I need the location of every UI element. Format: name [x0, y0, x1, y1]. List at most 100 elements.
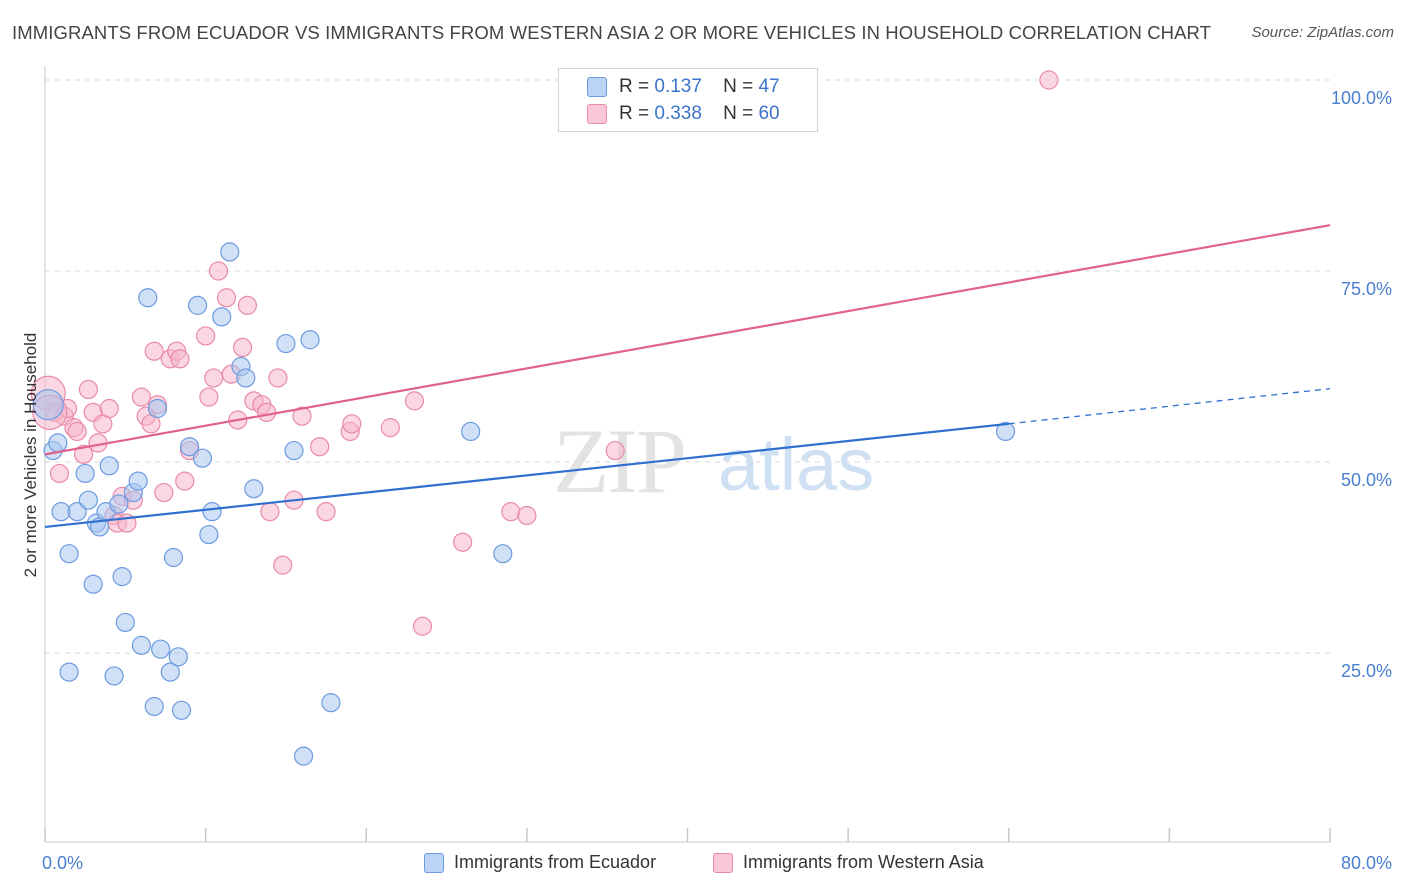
point-western-asia	[605, 440, 625, 461]
point-western-asia	[131, 387, 151, 407]
point-ecuador	[112, 566, 132, 587]
bottom-legend-western-asia: Immigrants from Western Asia	[713, 852, 984, 873]
trendline-ecuador	[44, 422, 1009, 529]
point-ecuador	[59, 544, 79, 564]
point-western-asia	[73, 444, 94, 464]
point-western-asia	[260, 502, 280, 522]
point-western-asia	[237, 295, 257, 315]
point-ecuador	[187, 295, 208, 315]
point-western-asia	[342, 414, 362, 434]
y-tick-label: 50.0%	[1341, 470, 1392, 490]
point-ecuador	[144, 696, 164, 717]
bottom-legend-swatch-blue	[424, 852, 444, 873]
bottom-legend-label-ecuador: Immigrants from Ecuador	[454, 852, 657, 872]
point-ecuador	[163, 547, 184, 568]
bottom-legend-swatch-pink	[713, 852, 733, 873]
legend-n-value: 47	[758, 76, 780, 97]
axes	[44, 66, 1331, 843]
point-western-asia	[273, 555, 293, 575]
point-western-asia	[78, 379, 98, 400]
point-ecuador	[202, 502, 222, 522]
legend-n-value: 60	[758, 103, 780, 124]
bottom-legend-ecuador: Immigrants from Ecuador	[424, 852, 656, 873]
point-western-asia	[49, 463, 70, 484]
point-ecuador	[48, 433, 68, 453]
point-western-asia	[257, 402, 277, 422]
point-ecuador	[244, 479, 264, 499]
point-ecuador	[109, 494, 129, 514]
point-western-asia	[99, 398, 119, 419]
point-western-asia	[380, 418, 400, 438]
point-western-asia	[412, 616, 433, 636]
point-western-asia	[208, 261, 229, 281]
x-tick-label-max: 80.0%	[1341, 853, 1392, 873]
point-western-asia	[292, 406, 312, 426]
legend-r-label: R =	[619, 76, 650, 97]
point-western-asia	[170, 349, 190, 369]
series-ecuador-points	[32, 242, 1016, 766]
gridlines	[45, 79, 1330, 654]
legend-r-value: 0.137	[654, 76, 702, 97]
axis-labels: 25.0% 50.0% 75.0% 100.0% 0.0% 80.0%	[42, 88, 1392, 873]
point-ecuador	[128, 471, 148, 491]
point-ecuador	[138, 288, 158, 308]
point-ecuador	[294, 746, 314, 766]
point-ecuador	[160, 662, 180, 682]
point-ecuador	[461, 421, 481, 442]
point-ecuador	[51, 502, 71, 522]
y-tick-label: 25.0%	[1341, 661, 1392, 681]
legend-swatch-pink	[587, 104, 607, 124]
point-ecuador	[179, 437, 200, 457]
watermark: ZIP atlas	[553, 410, 874, 512]
chart-title: IMMIGRANTS FROM ECUADOR VS IMMIGRANTS FR…	[12, 22, 1212, 43]
point-western-asia	[175, 471, 195, 491]
point-ecuador	[131, 635, 151, 655]
legend-n-label: N =	[723, 103, 754, 124]
y-tick-label: 75.0%	[1341, 279, 1392, 299]
point-western-asia	[517, 505, 537, 526]
point-ecuador	[147, 398, 168, 419]
legend-r-value: 0.338	[654, 103, 702, 124]
x-tick-label-min: 0.0%	[42, 853, 83, 873]
point-western-asia	[1039, 70, 1059, 90]
point-western-asia	[196, 326, 216, 346]
point-ecuador	[493, 544, 513, 564]
point-western-asia	[154, 482, 174, 503]
point-ecuador	[67, 502, 87, 522]
source-credit: Source: ZipAtlas.com	[1251, 24, 1394, 41]
series-western-asia-points	[30, 70, 1059, 636]
point-ecuador	[284, 440, 304, 461]
point-ecuador	[168, 647, 188, 667]
point-ecuador	[171, 700, 192, 720]
legend-row-western-asia: R = 0.338 N = 60	[587, 102, 780, 126]
point-ecuador	[192, 448, 213, 468]
point-western-asia	[501, 502, 521, 522]
legend-box: R = 0.137 N = 47 R = 0.338 N = 60	[558, 68, 818, 132]
watermark-atlas: atlas	[718, 423, 874, 506]
point-ecuador	[199, 524, 219, 545]
legend-n-label: N =	[723, 76, 754, 97]
point-ecuador	[83, 574, 103, 594]
point-western-asia	[67, 421, 87, 442]
point-western-asia	[268, 368, 288, 388]
point-ecuador	[220, 242, 240, 262]
point-western-asia	[453, 532, 473, 552]
legend-r-label: R =	[619, 103, 650, 124]
point-western-asia	[216, 288, 237, 308]
point-ecuador	[321, 693, 341, 713]
point-ecuador	[104, 666, 124, 686]
bottom-legend-label-western-asia: Immigrants from Western Asia	[743, 852, 984, 872]
y-axis-title: 2 or more Vehicles in Household	[21, 333, 40, 578]
point-ecuador	[212, 307, 232, 327]
legend-row-ecuador: R = 0.137 N = 47	[587, 75, 780, 99]
point-ecuador	[300, 330, 320, 350]
point-ecuador	[78, 490, 98, 510]
point-ecuador	[236, 368, 256, 388]
point-ecuador	[32, 389, 64, 421]
legend-swatch-blue	[587, 77, 607, 97]
point-ecuador	[99, 456, 119, 476]
point-western-asia	[199, 387, 219, 407]
trend-lines	[44, 224, 1331, 529]
point-western-asia	[144, 341, 164, 361]
